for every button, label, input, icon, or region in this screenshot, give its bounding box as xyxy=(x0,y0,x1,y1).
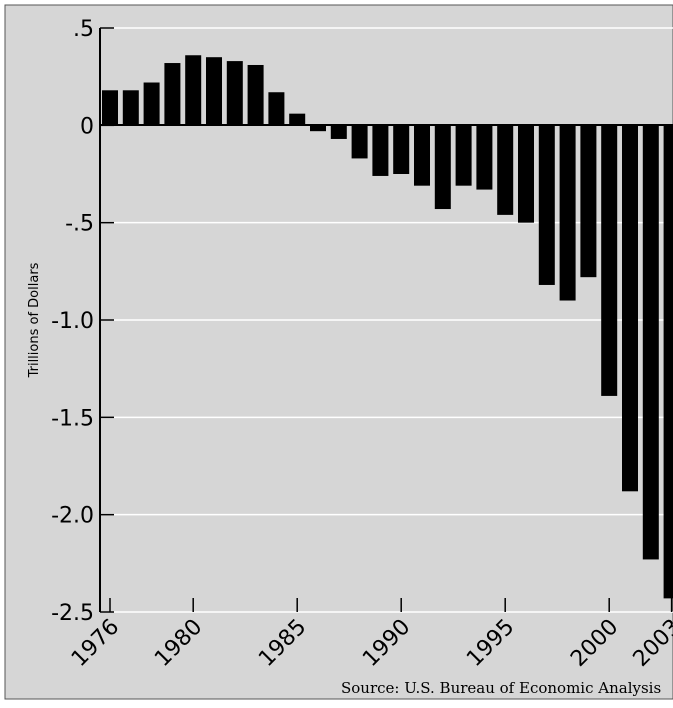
bar-1976 xyxy=(102,90,118,126)
y-axis-label: Trillions of Dollars xyxy=(27,262,42,378)
bar-1986 xyxy=(310,125,326,132)
y-tick-label: -2.0 xyxy=(51,504,94,529)
y-tick-label: -1.0 xyxy=(51,309,94,334)
bar-1977 xyxy=(122,90,139,126)
bar-1988 xyxy=(351,125,368,159)
bar-1999 xyxy=(580,125,597,278)
y-tick-layer: .5 0 -.5 -1.0 -1.5 -2.0 -2.5 xyxy=(51,17,114,626)
bar-1979 xyxy=(164,63,181,126)
bar-1980 xyxy=(185,55,202,126)
bar-2000 xyxy=(601,125,618,396)
bar-1993 xyxy=(455,125,472,186)
bar-1998 xyxy=(559,125,576,301)
y-tick-label: .5 xyxy=(73,17,94,42)
bar-1995 xyxy=(497,125,514,215)
bar-1991 xyxy=(414,125,430,186)
y-tick-label: 0 xyxy=(80,114,94,139)
bar-1987 xyxy=(330,125,347,139)
bar-2002 xyxy=(642,125,659,560)
bar-1994 xyxy=(476,125,493,190)
bar-1992 xyxy=(434,125,451,210)
bar-1985 xyxy=(289,113,306,126)
bar-2003 xyxy=(663,125,673,599)
bar-1981 xyxy=(206,57,222,126)
bar-1990 xyxy=(393,125,410,174)
bar-1997 xyxy=(538,125,555,285)
grid-layer xyxy=(100,27,673,613)
y-tick-label: -1.5 xyxy=(51,406,94,431)
source-note: Source: U.S. Bureau of Economic Analysis xyxy=(341,679,661,697)
bar-1989 xyxy=(372,125,389,176)
bar-1984 xyxy=(268,92,285,126)
y-tick-label: -.5 xyxy=(65,212,94,237)
bar-1996 xyxy=(518,125,534,223)
bar-2001 xyxy=(622,125,638,492)
y-tick-label: -2.5 xyxy=(51,601,94,626)
bar-1978 xyxy=(143,82,160,126)
bar-1983 xyxy=(247,64,264,126)
bar-layer xyxy=(102,55,673,599)
bar-1982 xyxy=(226,61,243,126)
